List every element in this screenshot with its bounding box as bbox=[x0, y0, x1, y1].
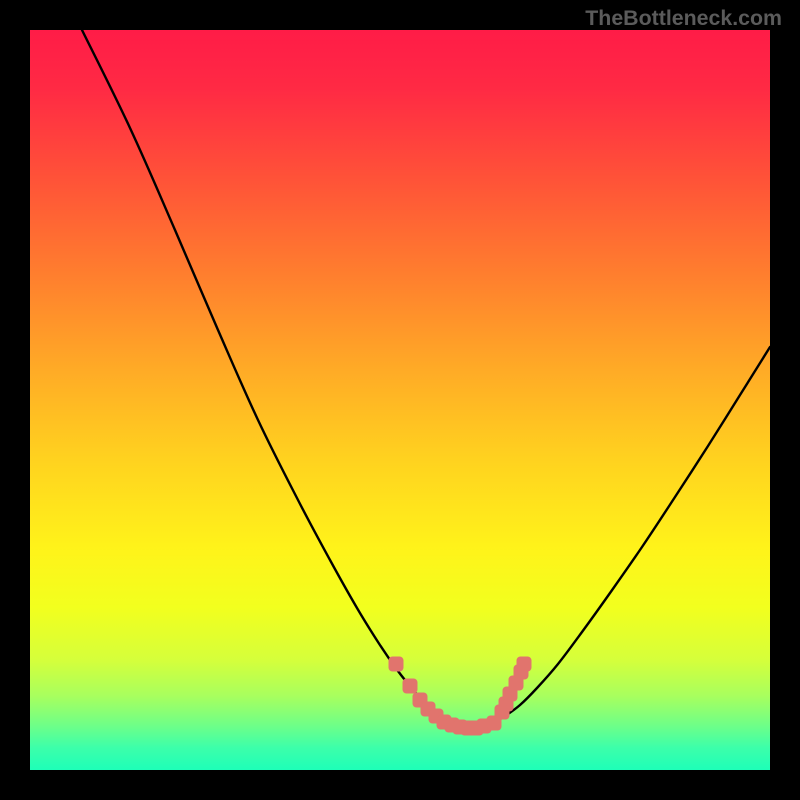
marker-point bbox=[389, 657, 403, 671]
curve-markers bbox=[0, 0, 800, 800]
marker-point bbox=[403, 679, 417, 693]
marker-point bbox=[517, 657, 531, 671]
chart-stage: TheBottleneck.com bbox=[0, 0, 800, 800]
